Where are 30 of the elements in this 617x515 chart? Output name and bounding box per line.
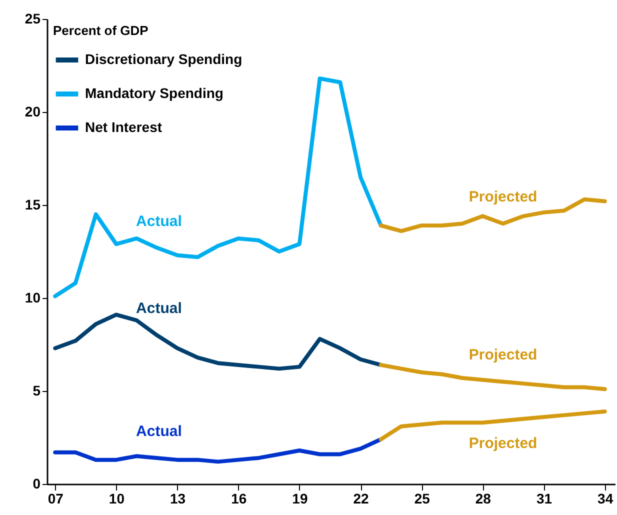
- x-tick-label: 16: [231, 490, 247, 506]
- x-tick-label: 28: [475, 490, 492, 506]
- x-tick-label: 13: [170, 490, 186, 506]
- legend-label: Discretionary Spending: [85, 51, 242, 67]
- x-tick-label: 25: [414, 490, 430, 506]
- x-tick-label: 31: [536, 490, 552, 506]
- legend-label: Mandatory Spending: [85, 85, 224, 101]
- x-tick-label: 19: [292, 490, 308, 506]
- x-tick-label: 07: [48, 490, 64, 506]
- annotation: Projected: [468, 188, 538, 206]
- x-tick-label: 22: [353, 490, 370, 506]
- annotation: Actual: [136, 300, 182, 318]
- y-tick-label: 20: [24, 104, 41, 120]
- line-series: [378, 362, 607, 392]
- y-tick-label: 5: [32, 382, 41, 398]
- y-tick-label: 25: [24, 10, 41, 26]
- legend-label: Net Interest: [85, 119, 162, 135]
- y-tick-label: 10: [24, 290, 41, 306]
- annotation: Actual: [136, 422, 182, 440]
- legend-title: Percent of GDP: [53, 23, 149, 38]
- y-tick-label: 0: [32, 476, 41, 492]
- x-tick-label: 10: [108, 490, 125, 506]
- annotation: Actual: [136, 212, 182, 230]
- x-tick-label: 34: [598, 490, 614, 506]
- line-series: [53, 312, 383, 371]
- line-series: [53, 437, 383, 464]
- line-series: [53, 76, 383, 298]
- annotation: Projected: [468, 346, 538, 364]
- y-tick-label: 15: [24, 196, 41, 212]
- annotation: Projected: [468, 434, 538, 452]
